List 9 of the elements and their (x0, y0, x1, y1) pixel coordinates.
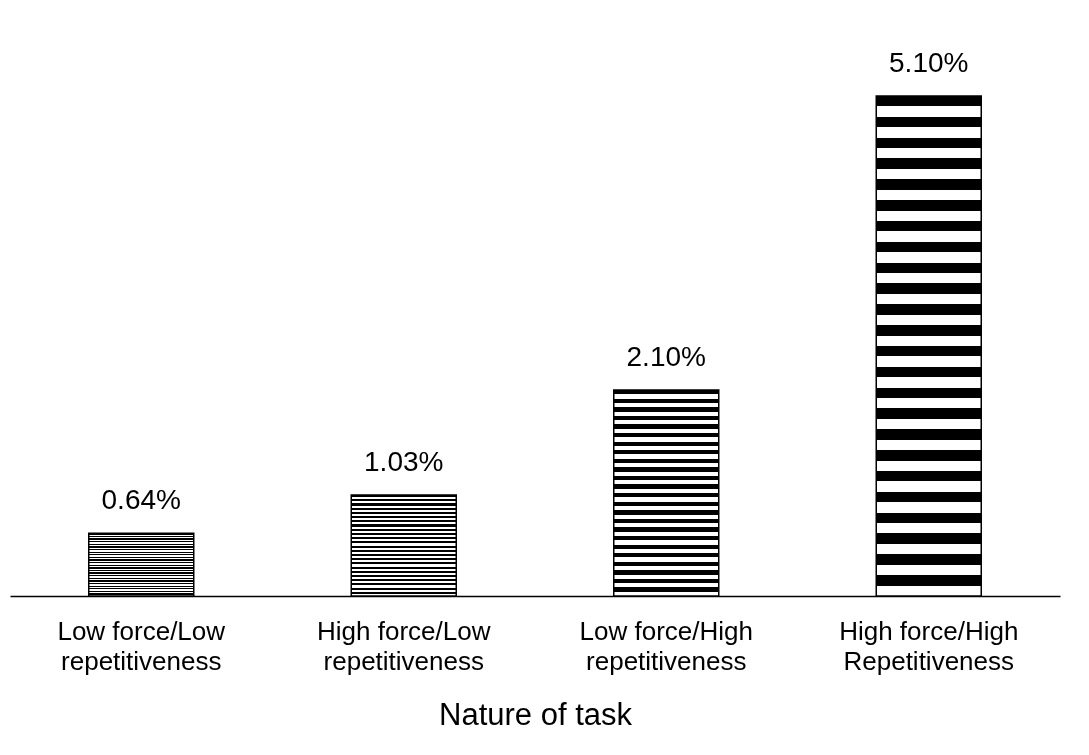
x-tick-label: Low force/High repetitiveness (579, 615, 753, 676)
x-tick-label: High force/Low repetitiveness (317, 615, 491, 676)
x-tick-label: Low force/Low repetitiveness (57, 615, 226, 676)
x-tick-label: High force/High Repetitiveness (839, 615, 1019, 676)
data-label: 2.10% (626, 341, 706, 373)
data-label: 5.10% (889, 47, 969, 78)
data-label: 1.03% (364, 446, 444, 478)
x-axis-title: Nature of task (439, 696, 633, 732)
data-label: 0.64% (101, 484, 181, 516)
